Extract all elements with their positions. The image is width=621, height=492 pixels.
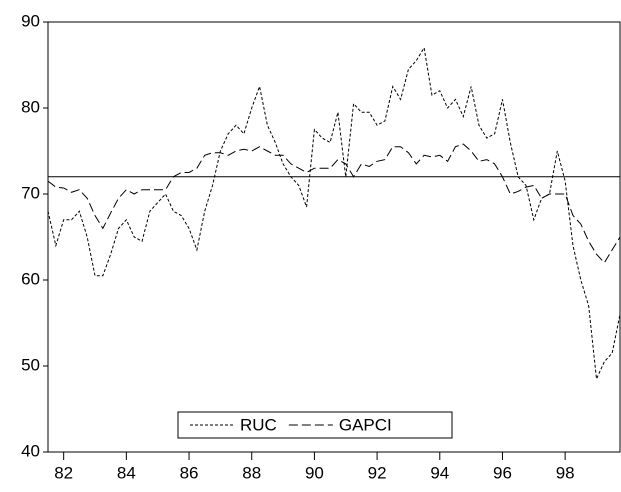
y-tick-label: 80: [21, 97, 40, 116]
y-tick-label: 50: [21, 355, 40, 374]
x-tick-label: 96: [493, 463, 512, 482]
legend-label: RUC: [240, 415, 277, 434]
y-tick-label: 70: [21, 183, 40, 202]
x-tick-label: 98: [556, 463, 575, 482]
x-tick-label: 84: [117, 463, 136, 482]
x-tick-label: 94: [430, 463, 449, 482]
x-tick-label: 90: [305, 463, 324, 482]
y-tick-label: 60: [21, 269, 40, 288]
x-tick-label: 88: [242, 463, 261, 482]
x-tick-label: 82: [54, 463, 73, 482]
series-line: [47, 46, 621, 381]
x-tick-label: 86: [180, 463, 199, 482]
legend-label: GAPCI: [339, 415, 392, 434]
y-tick-label: 40: [21, 441, 40, 460]
x-tick-label: 92: [368, 463, 387, 482]
series-line: [47, 143, 621, 264]
y-tick-label: 90: [21, 11, 40, 30]
